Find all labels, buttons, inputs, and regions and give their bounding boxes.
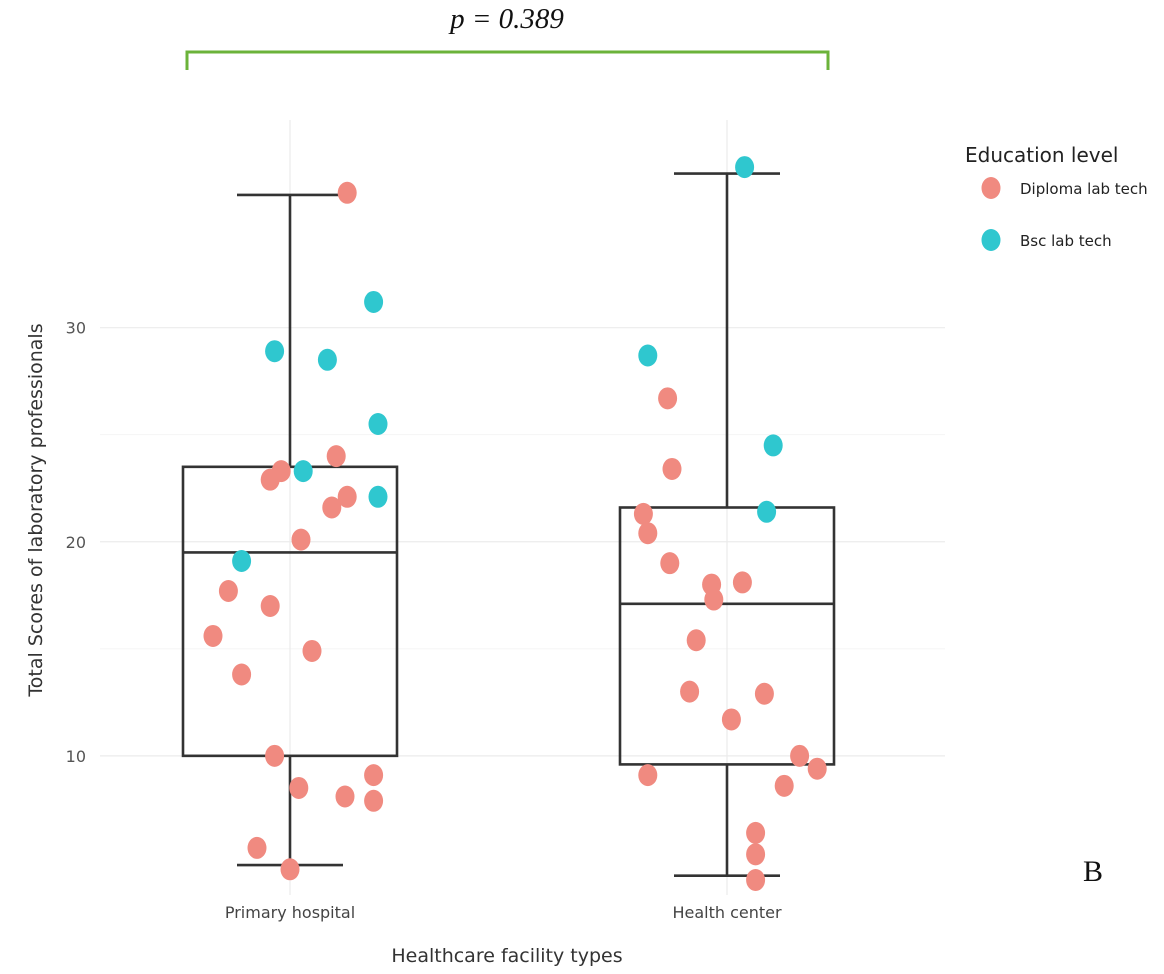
data-point (680, 680, 700, 703)
panel-label: B (1083, 855, 1103, 888)
data-point (790, 744, 810, 767)
data-point (317, 348, 337, 371)
data-point (660, 552, 680, 575)
data-point (322, 496, 342, 519)
data-point (757, 500, 777, 523)
data-point (807, 757, 827, 780)
legend-key (981, 229, 1001, 251)
legend-label: Bsc lab tech (1020, 232, 1112, 250)
data-point (633, 502, 653, 525)
data-point (232, 663, 252, 686)
legend-label: Diploma lab tech (1020, 180, 1148, 198)
data-point (337, 485, 357, 508)
data-point (265, 340, 285, 363)
significance-label: p = 0.389 (448, 3, 564, 35)
data-point (247, 836, 267, 859)
data-point (735, 156, 755, 179)
legend-title: Education level (965, 143, 1119, 167)
box-primary-hospital (181, 193, 399, 867)
box-health-center (618, 172, 836, 878)
data-point (293, 460, 313, 483)
data-point (704, 588, 724, 611)
y-axis-ticks: 10 20 30 (66, 319, 86, 766)
data-point (763, 434, 783, 457)
box-layer (181, 172, 836, 878)
data-point (774, 774, 794, 797)
data-point (364, 290, 384, 313)
data-point (364, 764, 384, 787)
x-axis-label: Healthcare facility types (391, 945, 622, 967)
data-point (732, 571, 752, 594)
data-point (686, 629, 706, 652)
data-point (364, 789, 384, 812)
data-point (232, 550, 252, 573)
data-point (721, 708, 741, 731)
data-point (746, 843, 766, 866)
y-tick-label: 10 (66, 747, 86, 766)
significance-bracket (185, 50, 830, 70)
legend-key (981, 177, 1001, 199)
data-point (265, 744, 285, 767)
data-point (218, 579, 238, 602)
data-point (335, 785, 355, 808)
y-axis-label: Total Scores of laboratory professionals (25, 323, 47, 697)
legend-entries: Diploma lab tech Bsc lab tech (981, 177, 1148, 251)
data-point (368, 413, 388, 436)
data-point (746, 869, 766, 892)
data-point (638, 764, 658, 787)
box-iqr (181, 465, 399, 758)
x-tick-label: Health center (672, 903, 782, 922)
data-point (337, 181, 357, 204)
y-tick-label: 30 (66, 319, 86, 338)
data-point (658, 387, 678, 410)
data-point (203, 624, 223, 647)
data-point (289, 776, 309, 799)
box-iqr (618, 506, 836, 766)
data-point (754, 682, 774, 705)
x-axis-ticks: Primary hospital Health center (225, 903, 782, 922)
data-point (260, 594, 280, 617)
y-tick-label: 20 (66, 533, 86, 552)
data-point (280, 858, 300, 881)
data-point (302, 639, 322, 662)
legend: Education level Diploma lab tech Bsc lab … (965, 143, 1148, 251)
data-point (326, 445, 346, 468)
data-point (291, 528, 311, 551)
data-point (368, 485, 388, 508)
data-point (260, 468, 280, 491)
data-point (638, 344, 658, 367)
data-point (662, 457, 682, 480)
x-tick-label: Primary hospital (225, 903, 355, 922)
data-point (746, 821, 766, 844)
data-point (638, 522, 658, 545)
points-layer (203, 156, 827, 892)
